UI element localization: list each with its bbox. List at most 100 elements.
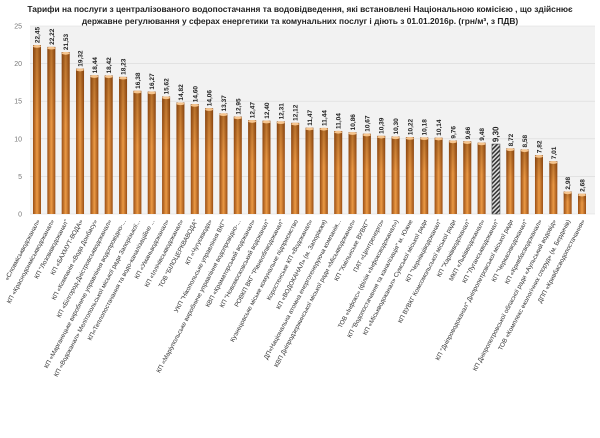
bar-cap [448, 140, 457, 144]
bar-shade [248, 120, 257, 214]
bar-cap [477, 142, 486, 146]
bar-cap [133, 90, 142, 94]
bar-cap [549, 161, 558, 164]
value-label: 9,48 [479, 128, 486, 141]
bar-shade [506, 148, 515, 214]
value-label: 10,86 [350, 114, 357, 131]
bar-cap [420, 137, 429, 141]
bar-shade [405, 137, 414, 214]
bar-cap [348, 132, 357, 135]
value-label: 22,45 [35, 27, 42, 44]
bar-shade [362, 133, 371, 214]
value-label: 11,04 [336, 113, 343, 129]
bar-cap [362, 133, 371, 137]
value-label: 10,30 [393, 118, 400, 135]
chart-title: Тарифи на послуги з централізованого вод… [0, 3, 600, 27]
bar-cap [33, 44, 41, 48]
value-label: 2,68 [580, 179, 587, 192]
bar-shade [90, 75, 99, 214]
bar-shade [162, 96, 171, 214]
value-label: 2,98 [565, 177, 572, 190]
value-label: 15,62 [164, 78, 171, 95]
value-label: 13,37 [221, 95, 228, 112]
bar-cap [463, 141, 472, 144]
bar-cap [563, 191, 572, 195]
bar-shade [334, 130, 343, 214]
bar-shade [305, 127, 314, 214]
bar-cap [520, 149, 529, 153]
bar-shade [119, 76, 128, 214]
y-tick-label: 10 [14, 136, 22, 143]
bar-cap [47, 46, 56, 50]
bar-shade [578, 193, 586, 214]
bar-cap [190, 104, 199, 107]
bar-shade [549, 161, 558, 214]
bar-cap [434, 137, 443, 141]
bar-shade [448, 140, 457, 214]
value-label: 10,22 [407, 118, 414, 135]
bar-shade [104, 75, 113, 214]
y-tick-label: 0 [18, 212, 22, 219]
bar-cap [262, 120, 271, 124]
bar-cap [61, 51, 70, 55]
value-label: 10,14 [436, 119, 443, 136]
value-label: 14,60 [192, 86, 199, 103]
bar-cap [291, 122, 300, 126]
value-label: 18,42 [106, 57, 113, 74]
value-label: 22,22 [49, 28, 56, 45]
bar-cap [176, 102, 185, 106]
y-tick-label: 20 [14, 61, 22, 68]
value-label: 12,40 [264, 102, 271, 119]
bar-shade [348, 132, 357, 214]
bar-shade [262, 120, 271, 214]
bar-cap [147, 91, 156, 95]
value-label: 16,27 [149, 73, 156, 90]
bar-cap [233, 116, 242, 120]
bar-cap [578, 193, 586, 197]
chart-title-line1: Тарифи на послуги з централізованого вод… [27, 4, 573, 14]
value-label: 11,47 [307, 109, 314, 125]
bar-shade [463, 141, 472, 214]
value-label: 11,44 [321, 110, 328, 126]
bar-shade [391, 136, 400, 214]
bar-shade [176, 102, 185, 214]
value-label: 18,23 [121, 58, 128, 75]
bar-shade [47, 46, 56, 214]
value-label: 12,12 [293, 104, 300, 121]
bar-shade [291, 122, 300, 214]
y-tick-label: 15 [14, 99, 22, 106]
bar-cap [205, 108, 214, 111]
bar-shade [61, 52, 70, 215]
bar [491, 143, 501, 215]
bar-cap [377, 135, 386, 139]
bar-shade [276, 121, 285, 214]
bar-shade [377, 135, 386, 214]
bar-cap [104, 75, 113, 79]
bar-shade [219, 113, 228, 214]
y-tick-label: 5 [18, 174, 22, 181]
value-label: 10,39 [379, 117, 386, 134]
value-label: 12,31 [278, 103, 285, 120]
bar-shade [205, 108, 214, 214]
value-label: 12,47 [250, 102, 257, 119]
value-label: 14,82 [178, 84, 185, 101]
value-label: 10,18 [422, 119, 429, 136]
bar-cap [219, 113, 228, 117]
bar-cap [76, 68, 85, 72]
bar-shade [319, 127, 328, 214]
value-label: 21,53 [63, 33, 70, 50]
value-label: 7,82 [536, 140, 543, 153]
bar-shade [76, 68, 85, 215]
bar-shade [434, 137, 443, 214]
bar-cap [319, 127, 328, 131]
value-label: 16,38 [135, 72, 142, 89]
bar-shade [133, 90, 142, 214]
bar-cap [305, 127, 314, 131]
value-label: 8,58 [522, 134, 529, 147]
value-label: 19,32 [78, 50, 85, 67]
bar-shade [147, 91, 156, 214]
bar-shade [520, 149, 529, 214]
bar-shade [33, 45, 41, 215]
value-label: 9,30 [491, 126, 500, 142]
bar-shade [420, 137, 429, 214]
